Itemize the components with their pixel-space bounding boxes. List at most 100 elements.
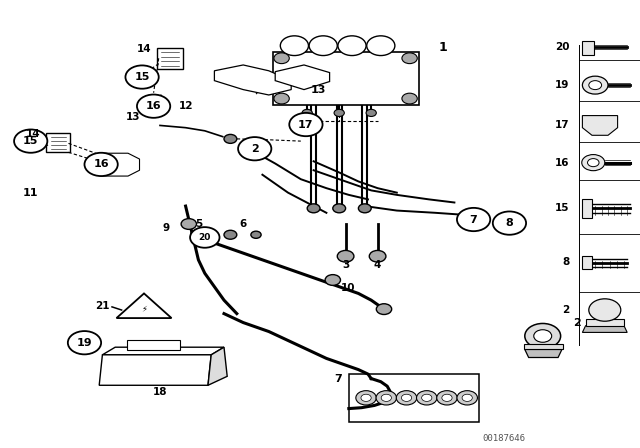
Bar <box>582 199 592 218</box>
Circle shape <box>334 109 344 116</box>
Circle shape <box>125 65 159 89</box>
Circle shape <box>356 391 376 405</box>
Circle shape <box>366 109 376 116</box>
Circle shape <box>325 275 340 285</box>
Text: ⚡: ⚡ <box>141 305 147 314</box>
Circle shape <box>307 204 320 213</box>
FancyBboxPatch shape <box>273 52 419 105</box>
Text: 2: 2 <box>563 305 570 315</box>
Circle shape <box>376 391 397 405</box>
FancyBboxPatch shape <box>349 374 479 422</box>
Circle shape <box>582 155 605 171</box>
Circle shape <box>274 53 289 64</box>
Circle shape <box>369 250 386 262</box>
FancyBboxPatch shape <box>157 48 183 69</box>
Circle shape <box>181 219 196 229</box>
Circle shape <box>137 95 170 118</box>
Circle shape <box>589 299 621 321</box>
Text: 20: 20 <box>555 42 570 52</box>
Circle shape <box>333 204 346 213</box>
Circle shape <box>422 394 432 401</box>
Circle shape <box>436 391 457 405</box>
Circle shape <box>525 323 561 349</box>
Bar <box>586 319 624 326</box>
Text: 4: 4 <box>374 260 381 270</box>
Polygon shape <box>214 65 291 95</box>
Text: 1: 1 <box>438 40 447 54</box>
Circle shape <box>280 36 308 56</box>
Text: 14: 14 <box>136 44 151 54</box>
Circle shape <box>224 230 237 239</box>
Text: 15: 15 <box>134 72 150 82</box>
Text: 17: 17 <box>555 121 570 130</box>
Circle shape <box>402 93 417 104</box>
Circle shape <box>274 93 289 104</box>
Text: 6: 6 <box>239 219 247 229</box>
Circle shape <box>534 330 552 342</box>
Bar <box>524 344 563 349</box>
Text: 8: 8 <box>563 257 570 267</box>
Polygon shape <box>275 65 330 90</box>
Polygon shape <box>208 347 227 385</box>
Text: 10: 10 <box>340 283 355 293</box>
Polygon shape <box>525 349 562 358</box>
Circle shape <box>224 134 237 143</box>
Polygon shape <box>99 355 211 385</box>
Text: 16: 16 <box>555 158 570 168</box>
Text: 7: 7 <box>470 215 477 224</box>
Text: 17: 17 <box>298 120 314 129</box>
Circle shape <box>361 394 371 401</box>
Circle shape <box>376 304 392 314</box>
Text: 3: 3 <box>342 260 349 270</box>
Circle shape <box>457 208 490 231</box>
Circle shape <box>338 36 366 56</box>
Text: 14: 14 <box>26 129 40 139</box>
Text: 15: 15 <box>555 203 570 213</box>
Circle shape <box>367 36 395 56</box>
Text: 18: 18 <box>153 387 167 396</box>
Circle shape <box>402 53 417 64</box>
Circle shape <box>457 391 477 405</box>
Text: 8: 8 <box>506 218 513 228</box>
Bar <box>582 41 594 55</box>
Text: 19: 19 <box>556 80 570 90</box>
Text: 11: 11 <box>23 188 38 198</box>
Circle shape <box>251 231 261 238</box>
Circle shape <box>589 81 602 90</box>
Text: 20: 20 <box>198 233 211 242</box>
Circle shape <box>396 391 417 405</box>
Circle shape <box>417 391 437 405</box>
Circle shape <box>289 113 323 136</box>
Circle shape <box>381 394 392 401</box>
Text: 16: 16 <box>93 159 109 169</box>
Circle shape <box>238 137 271 160</box>
Text: 16: 16 <box>146 101 161 111</box>
Circle shape <box>302 109 312 116</box>
Polygon shape <box>582 116 618 135</box>
Circle shape <box>493 211 526 235</box>
Circle shape <box>442 394 452 401</box>
Text: 9: 9 <box>163 224 170 233</box>
Circle shape <box>462 394 472 401</box>
Circle shape <box>84 153 118 176</box>
Circle shape <box>14 129 47 153</box>
Circle shape <box>68 331 101 354</box>
Text: 12: 12 <box>179 101 194 111</box>
Circle shape <box>401 394 412 401</box>
FancyBboxPatch shape <box>127 340 180 350</box>
Text: 00187646: 00187646 <box>483 434 526 443</box>
Polygon shape <box>102 347 224 355</box>
Text: 7: 7 <box>335 374 342 383</box>
Text: 19: 19 <box>77 338 92 348</box>
FancyBboxPatch shape <box>46 133 70 152</box>
Polygon shape <box>582 326 627 332</box>
Circle shape <box>190 227 220 248</box>
Polygon shape <box>90 153 140 176</box>
Text: 21: 21 <box>95 301 110 310</box>
Text: 5: 5 <box>195 219 202 229</box>
Circle shape <box>582 76 608 94</box>
Text: 13: 13 <box>126 112 141 122</box>
Circle shape <box>588 159 599 167</box>
Text: 2: 2 <box>573 318 580 327</box>
Text: 15: 15 <box>23 136 38 146</box>
